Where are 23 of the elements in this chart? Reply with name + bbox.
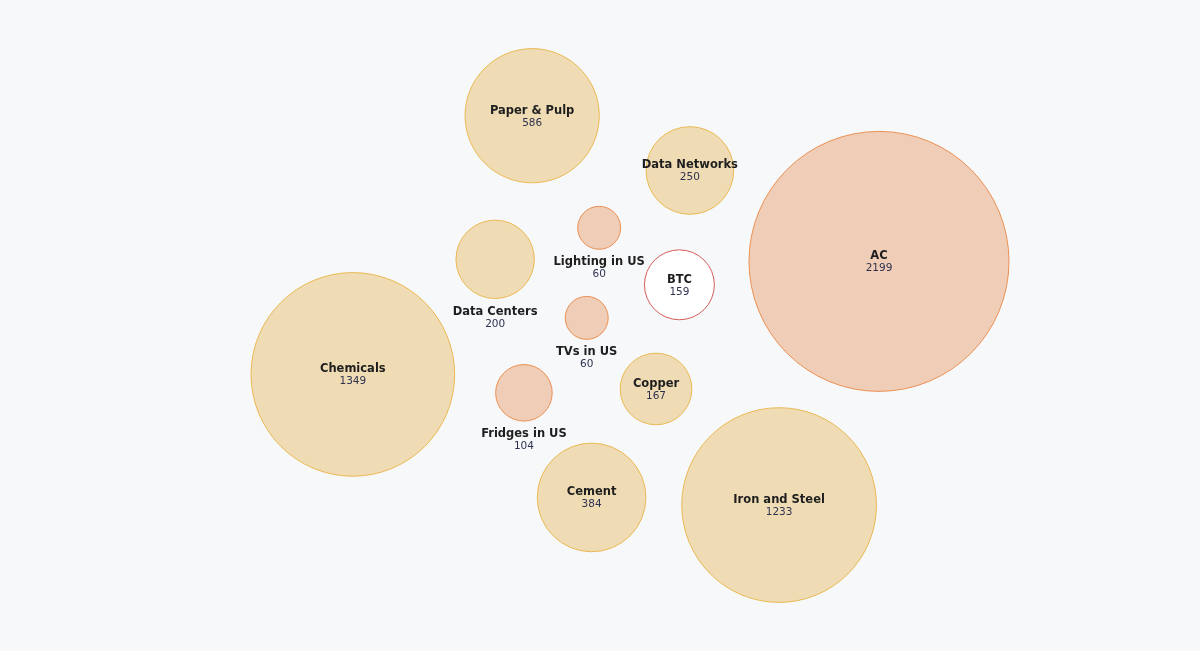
data-label: 60 bbox=[580, 357, 594, 370]
category-label: BTC bbox=[666, 271, 692, 286]
category-label: Copper bbox=[632, 375, 680, 390]
category-label: Data Centers bbox=[452, 303, 538, 318]
category-label: Iron and Steel bbox=[733, 492, 825, 507]
data-label: 1233 bbox=[765, 505, 793, 518]
data-label: 2199 bbox=[865, 261, 893, 274]
data-label: 104 bbox=[513, 439, 535, 452]
category-label: AC bbox=[870, 248, 888, 263]
category-label: Fridges in US bbox=[481, 426, 567, 441]
data-label: 200 bbox=[485, 316, 506, 329]
category-label: Cement bbox=[566, 484, 617, 499]
category-label: TVs in US bbox=[556, 344, 618, 359]
category-label: Chemicals bbox=[319, 361, 386, 376]
data-label: 586 bbox=[522, 115, 543, 128]
data-label: 60 bbox=[592, 267, 606, 280]
data-label: 384 bbox=[581, 497, 602, 510]
category-label: Paper & Pulp bbox=[489, 102, 575, 117]
category-label: Data Networks bbox=[641, 157, 739, 172]
data-label: 1349 bbox=[339, 374, 367, 387]
data-label: 250 bbox=[679, 170, 700, 183]
data-label: 159 bbox=[669, 284, 690, 297]
category-label: Lighting in US bbox=[553, 254, 645, 269]
